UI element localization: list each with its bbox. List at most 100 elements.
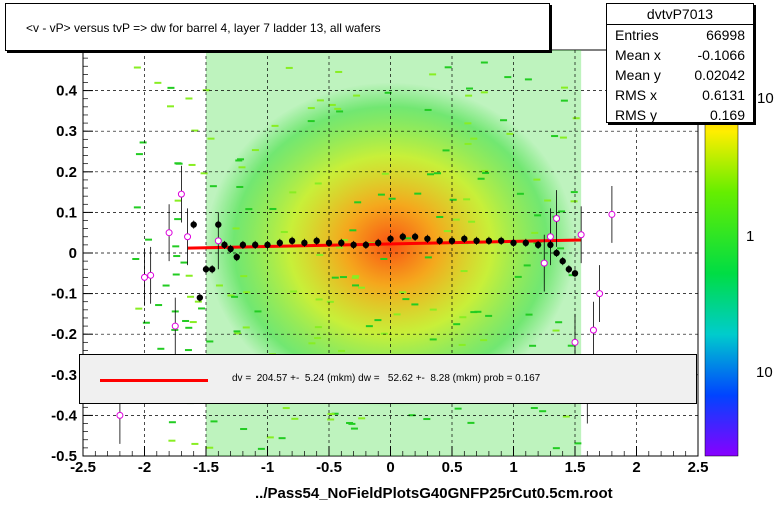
y-tick-label: -0.4 xyxy=(51,407,78,424)
heatmap-cell xyxy=(210,420,218,423)
profile-point xyxy=(473,237,480,245)
heatmap-cell xyxy=(162,284,170,287)
heatmap-cell xyxy=(463,198,471,201)
heatmap-cell xyxy=(552,447,560,450)
colorbar-label-mid: 1 xyxy=(746,228,755,245)
heatmap-cell xyxy=(335,246,343,249)
heatmap-cell xyxy=(314,326,322,329)
heatmap-cell xyxy=(184,349,192,352)
heatmap-cell xyxy=(353,94,361,97)
heatmap-cell xyxy=(411,303,419,306)
heatmap-cell xyxy=(559,136,567,139)
heatmap-cell xyxy=(135,307,143,310)
heatmap-cell xyxy=(427,173,435,176)
heatmap-cell xyxy=(327,418,335,421)
heatmap-cell xyxy=(278,437,286,440)
heatmap-cell xyxy=(555,321,563,324)
profile-point xyxy=(375,239,382,247)
heatmap-cell xyxy=(307,120,315,123)
heatmap-cell xyxy=(365,325,373,328)
profile-point xyxy=(221,241,228,249)
profile-point xyxy=(553,249,560,257)
heatmap-cell xyxy=(198,307,206,310)
heatmap-cell xyxy=(404,237,412,240)
profile-point xyxy=(239,241,247,249)
heatmap-cell xyxy=(560,99,568,102)
profile-point xyxy=(387,235,394,242)
heatmap-cell xyxy=(523,264,531,267)
heatmap-cell xyxy=(388,197,396,200)
profile-point xyxy=(424,235,431,242)
heatmap-cell xyxy=(167,86,175,89)
profile-point xyxy=(227,245,234,253)
heatmap-cell xyxy=(257,447,265,450)
heatmap-cell xyxy=(530,407,538,410)
heatmap-cell xyxy=(453,323,461,326)
heatmap-cell xyxy=(308,342,316,345)
stats-row-rms-y: RMS y 0.169 xyxy=(607,105,753,125)
heatmap-cell xyxy=(562,415,570,418)
profile-point xyxy=(276,239,283,247)
heatmap-cell xyxy=(240,275,248,278)
x-tick-label: -0.5 xyxy=(316,459,342,476)
heatmap-cell xyxy=(480,339,488,342)
heatmap-cell xyxy=(381,172,389,175)
heatmap-cell xyxy=(529,344,537,347)
heatmap-cell xyxy=(560,86,568,89)
heatmap-cell xyxy=(335,70,343,73)
heatmap-cell xyxy=(354,201,362,204)
stats-value: 66998 xyxy=(706,27,745,43)
heatmap-cell xyxy=(185,274,193,277)
heatmap-cell xyxy=(336,110,344,113)
heatmap-cell xyxy=(235,159,243,162)
x-tick-label: 0.5 xyxy=(442,459,463,476)
heatmap-cell xyxy=(174,199,182,202)
x-tick-label: 2.5 xyxy=(688,459,709,476)
heatmap-cell xyxy=(202,89,210,92)
profile-point xyxy=(448,237,456,245)
profile-point xyxy=(411,233,419,240)
heatmap-cell xyxy=(482,172,490,175)
x-tick-label: 0 xyxy=(386,459,394,476)
heatmap-cell xyxy=(215,284,223,287)
y-tick-label: 0.1 xyxy=(56,204,77,221)
heatmap-cell xyxy=(468,220,476,223)
heatmap-cell xyxy=(558,210,566,213)
profile-point xyxy=(510,239,517,247)
heatmap-cell xyxy=(552,329,560,332)
colorbar-label-top: 10 xyxy=(757,90,774,107)
x-tick-label: -1 xyxy=(261,459,274,476)
heatmap-cell xyxy=(567,344,575,347)
heatmap-cell xyxy=(477,177,485,180)
profile-point-open xyxy=(546,233,554,241)
heatmap-cell xyxy=(352,275,360,278)
y-tick-label: 0.4 xyxy=(56,83,78,100)
profile-point xyxy=(313,237,320,245)
stats-name: dvtvP7013 xyxy=(607,4,753,25)
profile-point xyxy=(202,266,210,273)
heatmap-cell xyxy=(271,124,279,127)
heatmap-cell xyxy=(467,421,475,424)
profile-point xyxy=(196,294,204,301)
heatmap-cell xyxy=(266,436,274,439)
heatmap-cell xyxy=(544,199,552,202)
heatmap-cell xyxy=(464,122,472,125)
profile-point-open xyxy=(165,229,173,237)
heatmap-cell xyxy=(377,193,385,196)
heatmap-cell xyxy=(314,337,322,340)
heatmap-cell xyxy=(139,141,147,144)
x-tick-label: -2 xyxy=(138,459,151,476)
heatmap-cell xyxy=(454,407,462,410)
profile-point-open xyxy=(171,322,179,330)
heatmap-cell xyxy=(280,231,288,234)
profile-point xyxy=(522,239,529,247)
profile-point-open xyxy=(177,190,185,198)
profile-point-open xyxy=(589,326,597,334)
heatmap-cell xyxy=(168,421,176,424)
heatmap-cell xyxy=(481,169,489,172)
heatmap-cell xyxy=(182,319,190,322)
heatmap-cell xyxy=(423,418,431,421)
heatmap-cell xyxy=(460,270,468,273)
heatmap-cell xyxy=(242,326,250,329)
heatmap-cell xyxy=(449,198,457,201)
